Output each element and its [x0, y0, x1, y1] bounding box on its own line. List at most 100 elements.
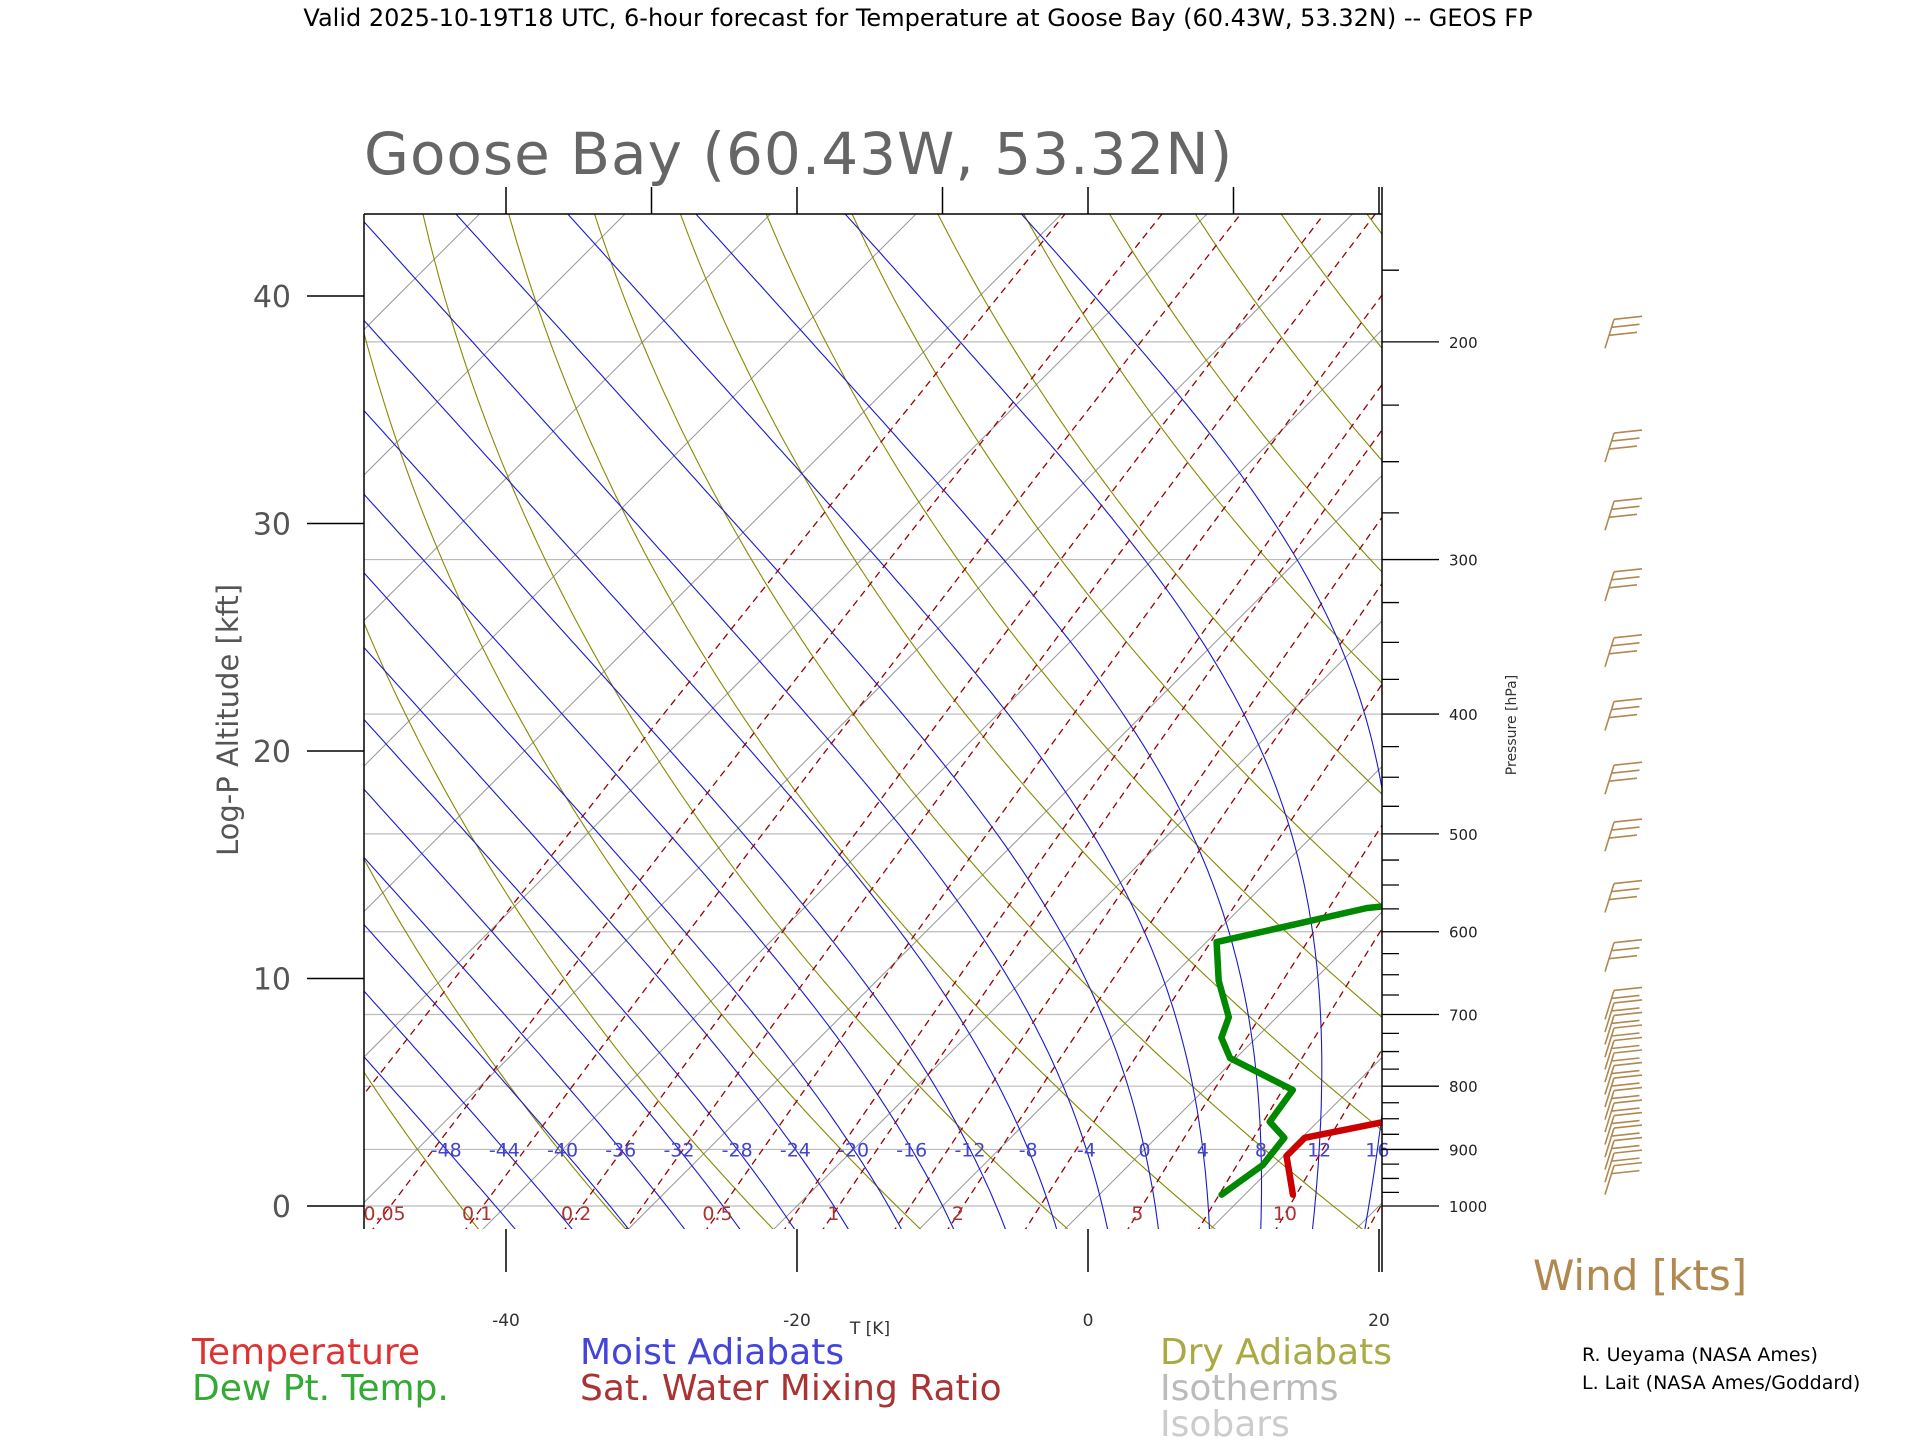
- moist-adiabat: [364, 646, 849, 1229]
- dry-adiabat: [1108, 214, 1382, 573]
- moist-adiabat: [364, 923, 630, 1229]
- mixing-ratio-label: 0.05: [363, 1203, 405, 1225]
- mixing-ratio-label: 2: [952, 1203, 964, 1225]
- moist-adiabat-label: -20: [838, 1139, 869, 1161]
- wind-barb: [1604, 568, 1643, 602]
- moist-adiabat-label: -48: [431, 1139, 462, 1161]
- moist-adiabat: [1020, 214, 1382, 1229]
- credits: R. Ueyama (NASA Ames) L. Lait (NASA Ames…: [1582, 1344, 1860, 1394]
- isotherm-line: [1643, 205, 1920, 1233]
- moist-adiabat-label: 0: [1139, 1139, 1151, 1161]
- isotherm-line: [1064, 911, 1382, 1229]
- isotherm-line: [773, 620, 1382, 1229]
- wind-barb: [1604, 1011, 1643, 1045]
- wind-barb: [1604, 697, 1643, 731]
- wind-barb: [1604, 1036, 1643, 1070]
- mixing-ratio-line: [625, 214, 1377, 1229]
- isotherm-line: [918, 765, 1382, 1229]
- page-title: Valid 2025-10-19T18 UTC, 6-hour forecast…: [303, 4, 1532, 32]
- pressure-tick-label: 400: [1449, 706, 1478, 724]
- wind-barb: [1604, 1024, 1643, 1058]
- mixing-ratio-line: [894, 516, 1382, 1229]
- dry-adiabat: [422, 214, 1069, 1229]
- x-axis-label: T [K]: [849, 1319, 890, 1339]
- dry-adiabat: [593, 214, 1364, 1229]
- wind-barb: [1604, 818, 1643, 852]
- mixing-ratio-line: [1275, 1048, 1382, 1229]
- moist-adiabat-label: -24: [780, 1139, 811, 1161]
- dry-adiabat: [364, 858, 627, 1229]
- pressure-tick-label: 700: [1449, 1007, 1478, 1025]
- dry-adiabat: [364, 331, 922, 1229]
- legend-mixing-ratio: Sat. Water Mixing Ratio: [580, 1368, 1002, 1409]
- pressure-tick-label: 800: [1449, 1078, 1478, 1096]
- moist-adiabat-label: -40: [547, 1139, 578, 1161]
- isotherm-line: [364, 214, 772, 622]
- altitude-tick-label: 30: [253, 508, 291, 543]
- moist-adiabat: [364, 718, 795, 1229]
- mixing-ratio-label: 0.5: [702, 1203, 732, 1225]
- moist-adiabat-label: 12: [1307, 1139, 1331, 1161]
- wind-barb: [1604, 429, 1643, 463]
- isotherm-line: [364, 214, 626, 476]
- legend-temperature: Temperature: [191, 1332, 420, 1373]
- wind-barb: [1604, 986, 1643, 1020]
- y-axis-label: Log-P Altitude [kft]: [211, 584, 245, 856]
- wind-barb: [1604, 1124, 1643, 1158]
- pressure-tick-label: 300: [1449, 552, 1478, 570]
- moist-adiabat: [455, 214, 1159, 1229]
- dry-adiabat: [1023, 214, 1382, 684]
- isotherm-line: [0, 205, 343, 1233]
- dry-adiabat: [1280, 214, 1382, 350]
- mixing-ratio-line: [364, 214, 1066, 1096]
- mixing-ratio-line: [1531, 210, 1920, 1234]
- credit-line-2: L. Lait (NASA Ames/Goddard): [1582, 1372, 1860, 1394]
- dry-adiabat: [937, 214, 1382, 795]
- moist-adiabat: [364, 572, 902, 1229]
- temperature-tick-label: -20: [783, 1311, 811, 1331]
- moist-adiabat: [364, 990, 573, 1229]
- legend: Temperature Dew Pt. Temp. Moist Adiabats…: [191, 1332, 1392, 1440]
- pressure-tick-label: 900: [1449, 1141, 1478, 1159]
- moist-adiabat-label: -44: [489, 1139, 520, 1161]
- mixing-ratio-line: [465, 214, 1242, 1229]
- temperature-tick-label: -40: [492, 1311, 520, 1331]
- wind-barb: [1604, 1074, 1643, 1108]
- legend-moist-adiabats: Moist Adiabats: [580, 1332, 844, 1373]
- isotherm-line: [1355, 1202, 1382, 1229]
- dry-adiabat: [851, 214, 1382, 907]
- altitude-tick-label: 40: [253, 280, 291, 315]
- isotherm-line: [1209, 1056, 1382, 1229]
- moist-adiabat: [364, 319, 1058, 1229]
- pressure-tick-label: 600: [1449, 924, 1478, 942]
- wind-label: Wind [kts]: [1533, 1251, 1747, 1300]
- wind-barb: [1604, 634, 1643, 668]
- moist-adiabat-label: 16: [1365, 1139, 1389, 1161]
- moist-adiabat: [364, 409, 1006, 1229]
- legend-isotherms: Isotherms: [1160, 1368, 1338, 1409]
- credit-line-1: R. Ueyama (NASA Ames): [1582, 1344, 1818, 1366]
- mixing-ratio-line: [947, 582, 1382, 1229]
- moist-adiabat: [364, 788, 741, 1229]
- isotherm-line: [364, 214, 1208, 1058]
- mixing-ratio-line: [822, 428, 1382, 1229]
- dry-adiabat: [364, 1071, 480, 1229]
- mixing-ratio-label: 0.1: [462, 1203, 492, 1225]
- legend-dry-adiabats: Dry Adiabats: [1160, 1332, 1392, 1373]
- pressure-tick-label: 200: [1449, 334, 1478, 352]
- moist-adiabat-label: 8: [1255, 1139, 1267, 1161]
- legend-isobars: Isobars: [1160, 1404, 1290, 1440]
- moist-adiabat-label: 4: [1197, 1139, 1209, 1161]
- mixing-ratio-line: [784, 383, 1382, 1229]
- wind-barb: [1604, 497, 1643, 531]
- isotherm-line: [0, 205, 198, 1233]
- dry-adiabat: [1194, 214, 1382, 462]
- wind-barb: [1604, 1161, 1643, 1195]
- isotherm-line: [364, 214, 917, 767]
- dry-adiabat: [1706, 210, 1920, 1234]
- profiles: [1213, 903, 1382, 1198]
- mixing-ratio-label: 10: [1273, 1203, 1297, 1225]
- background-labels: -48 -44 -40 -36 -32 -28 -24 -20 -16 -12 -8 -4 0 4 8 12 1…: [363, 1139, 1389, 1225]
- mixing-ratio-line: [1197, 927, 1382, 1229]
